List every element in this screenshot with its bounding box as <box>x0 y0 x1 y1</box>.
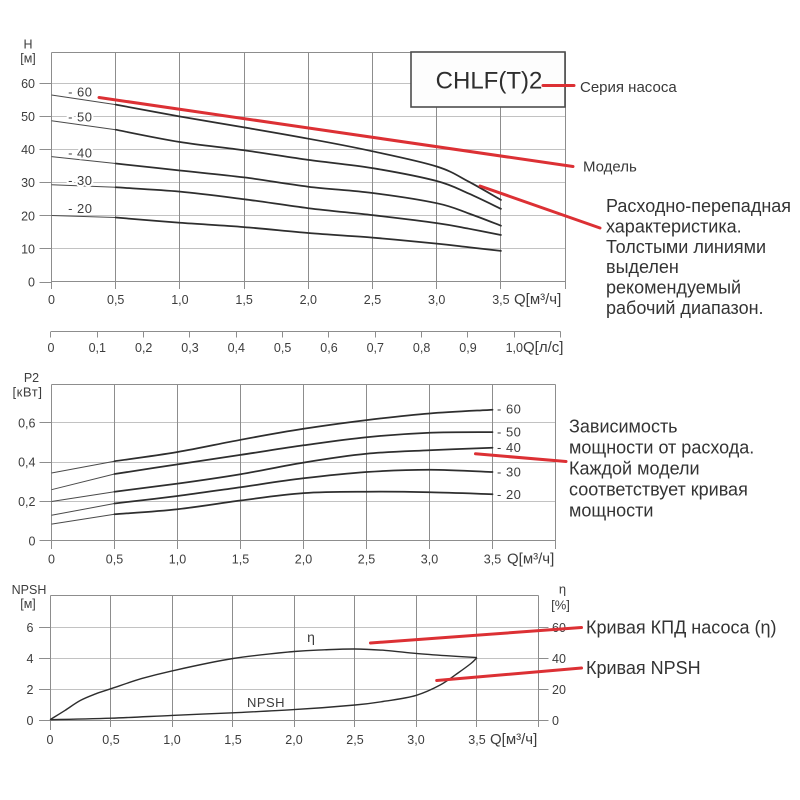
svg-text:0,9: 0,9 <box>459 341 476 355</box>
svg-text:[%]: [%] <box>551 598 570 613</box>
svg-text:0: 0 <box>29 534 36 548</box>
svg-text:40: 40 <box>21 143 35 157</box>
svg-text:0,1: 0,1 <box>89 341 106 355</box>
svg-text:Модель: Модель <box>583 159 637 176</box>
svg-text:0,6: 0,6 <box>320 341 337 355</box>
svg-text:- 30: - 30 <box>68 173 92 188</box>
svg-text:- 20: - 20 <box>68 201 92 216</box>
svg-text:выделен: выделен <box>606 257 679 277</box>
svg-text:2,5: 2,5 <box>364 293 381 307</box>
svg-text:0,3: 0,3 <box>181 341 198 355</box>
svg-text:Q[м³/ч]: Q[м³/ч] <box>514 291 561 308</box>
svg-text:0: 0 <box>48 341 55 355</box>
svg-text:Q[м³/ч]: Q[м³/ч] <box>490 731 537 748</box>
svg-text:CHLF(T)2: CHLF(T)2 <box>436 68 543 95</box>
svg-text:20: 20 <box>21 209 35 223</box>
svg-text:10: 10 <box>21 242 35 256</box>
svg-text:0: 0 <box>552 714 559 728</box>
svg-text:Кривая NPSH: Кривая NPSH <box>586 658 701 678</box>
svg-text:1,5: 1,5 <box>232 553 249 567</box>
svg-text:3,5: 3,5 <box>492 293 509 307</box>
svg-text:0,4: 0,4 <box>228 341 245 355</box>
svg-text:1,5: 1,5 <box>224 733 241 747</box>
svg-text:Каждой модели: Каждой модели <box>569 459 700 479</box>
svg-text:3,5: 3,5 <box>468 733 485 747</box>
svg-text:0: 0 <box>27 714 34 728</box>
svg-text:- 50: - 50 <box>68 110 92 125</box>
svg-text:Серия насоса: Серия насоса <box>580 79 677 96</box>
svg-text:0: 0 <box>47 733 54 747</box>
svg-text:1,0: 1,0 <box>169 553 186 567</box>
svg-text:2,5: 2,5 <box>358 553 375 567</box>
svg-text:20: 20 <box>552 683 566 697</box>
svg-text:Кривая КПД насоса (η): Кривая КПД насоса (η) <box>586 618 776 638</box>
svg-text:3,5: 3,5 <box>484 553 501 567</box>
svg-text:- 40: - 40 <box>497 440 521 455</box>
svg-text:2,0: 2,0 <box>300 293 317 307</box>
svg-text:P2: P2 <box>24 371 39 385</box>
svg-text:- 50: - 50 <box>497 425 521 440</box>
svg-text:NPSH: NPSH <box>12 583 47 597</box>
svg-text:60: 60 <box>21 77 35 91</box>
svg-text:рабочий диапазон.: рабочий диапазон. <box>606 298 764 318</box>
svg-text:1,0: 1,0 <box>171 293 188 307</box>
svg-text:0,5: 0,5 <box>274 341 291 355</box>
svg-text:- 40: - 40 <box>68 146 92 161</box>
svg-text:0,6: 0,6 <box>18 416 35 430</box>
svg-text:50: 50 <box>21 110 35 124</box>
svg-text:Q[м³/ч]: Q[м³/ч] <box>507 551 554 568</box>
svg-text:η: η <box>559 582 566 597</box>
svg-text:Q[л/с]: Q[л/с] <box>523 339 563 356</box>
svg-text:0: 0 <box>28 276 35 290</box>
svg-text:соответствует кривая: соответствует кривая <box>569 480 748 500</box>
svg-text:0: 0 <box>48 293 55 307</box>
svg-text:- 30: - 30 <box>497 465 521 480</box>
svg-text:[м]: [м] <box>20 52 36 66</box>
svg-text:характеристика.: характеристика. <box>606 216 742 236</box>
svg-text:3,0: 3,0 <box>421 553 438 567</box>
svg-text:Зависимость: Зависимость <box>569 417 678 437</box>
svg-text:[м]: [м] <box>20 597 36 611</box>
svg-text:2,0: 2,0 <box>295 553 312 567</box>
svg-text:0,4: 0,4 <box>18 456 35 470</box>
svg-text:- 60: - 60 <box>68 85 92 100</box>
svg-text:[кВт]: [кВт] <box>12 385 42 400</box>
svg-text:0,8: 0,8 <box>413 341 430 355</box>
svg-text:1,0: 1,0 <box>506 341 523 355</box>
svg-text:0,5: 0,5 <box>107 293 124 307</box>
svg-text:2,5: 2,5 <box>346 733 363 747</box>
svg-text:- 20: - 20 <box>497 487 521 502</box>
svg-text:рекомендуемый: рекомендуемый <box>606 278 741 298</box>
svg-text:30: 30 <box>21 176 35 190</box>
svg-text:0,5: 0,5 <box>102 733 119 747</box>
svg-text:1,5: 1,5 <box>235 293 252 307</box>
svg-text:0,2: 0,2 <box>135 341 152 355</box>
svg-text:6: 6 <box>27 621 34 635</box>
svg-text:NPSH: NPSH <box>247 695 285 710</box>
svg-text:3,0: 3,0 <box>428 293 445 307</box>
svg-text:- 60: - 60 <box>497 401 521 416</box>
svg-text:2: 2 <box>27 683 34 697</box>
svg-text:η: η <box>307 629 315 645</box>
svg-text:3,0: 3,0 <box>407 733 424 747</box>
svg-text:H: H <box>23 38 32 52</box>
svg-text:Расходно-перепадная: Расходно-перепадная <box>606 196 791 216</box>
svg-text:1,0: 1,0 <box>163 733 180 747</box>
svg-text:40: 40 <box>552 652 566 666</box>
svg-text:0,7: 0,7 <box>367 341 384 355</box>
svg-text:мощности от расхода.: мощности от расхода. <box>569 438 754 458</box>
svg-text:0: 0 <box>48 553 55 567</box>
svg-text:мощности: мощности <box>569 501 653 521</box>
svg-text:Толстыми линиями: Толстыми линиями <box>606 237 766 257</box>
svg-text:4: 4 <box>27 652 34 666</box>
svg-text:0,5: 0,5 <box>106 553 123 567</box>
svg-text:0,2: 0,2 <box>18 495 35 509</box>
svg-text:2,0: 2,0 <box>285 733 302 747</box>
